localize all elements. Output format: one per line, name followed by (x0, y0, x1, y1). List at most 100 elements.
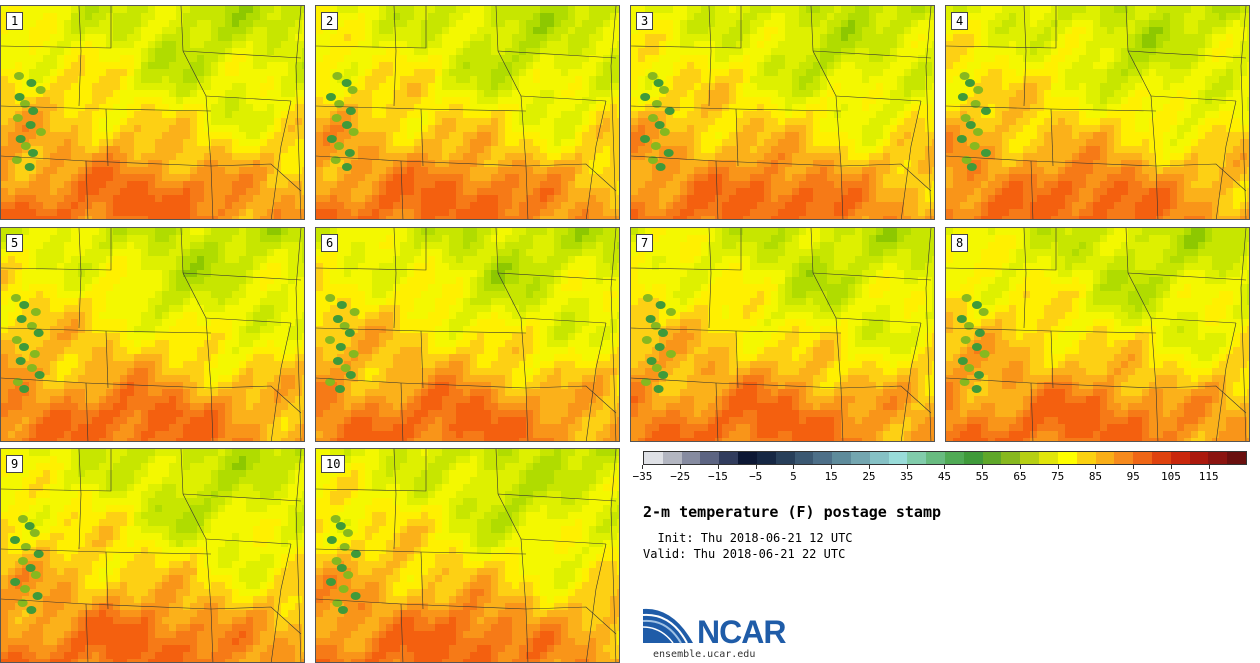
colorbar-swatch (1208, 452, 1228, 464)
panel-number: 3 (636, 12, 654, 30)
temperature-map (1, 228, 304, 441)
colorbar-tick (1133, 465, 1135, 469)
colorbar-tick-label: 15 (824, 470, 838, 483)
colorbar-tick-label: −5 (749, 470, 763, 483)
temperature-map (946, 228, 1249, 441)
colorbar-swatch (1170, 452, 1190, 464)
colorbar-swatch (945, 452, 964, 464)
colorbar (643, 451, 1247, 465)
colorbar-swatch (775, 452, 795, 464)
colorbar-swatch (1001, 452, 1021, 464)
temperature-map (631, 6, 934, 219)
colorbar-tick-label: 35 (900, 470, 914, 483)
panel-number: 6 (321, 234, 339, 252)
colorbar-tick-label: 25 (862, 470, 876, 483)
colorbar-tick (642, 465, 644, 469)
colorbar-tick-label: −15 (708, 470, 728, 483)
colorbar-swatch (1114, 452, 1134, 464)
colorbar-tick-label: 55 (975, 470, 989, 483)
colorbar-tick-label: 75 (1051, 470, 1065, 483)
colorbar-labels: −35 −25 −15 −5 5 15 25 35 45 55 65 75 85 95 105 115 (633, 470, 1247, 484)
panel-number: 7 (636, 234, 654, 252)
map-panel-5: 5 (0, 227, 305, 442)
panel-number: 2 (321, 12, 339, 30)
colorbar-swatch (1076, 452, 1096, 464)
ncar-logo-icon (643, 608, 693, 644)
colorbar-swatch (719, 452, 739, 464)
colorbar-tick (831, 465, 833, 469)
map-panel-8: 8 (945, 227, 1250, 442)
map-panel-4: 4 (945, 5, 1250, 220)
colorbar-tick-label: 95 (1126, 470, 1140, 483)
temperature-map (316, 6, 619, 219)
colorbar-swatch (662, 452, 682, 464)
colorbar-tick-label: 85 (1088, 470, 1103, 483)
map-panel-3: 3 (630, 5, 935, 220)
colorbar-tick-label: 115 (1198, 470, 1219, 483)
logo-text: NCAR (697, 614, 786, 650)
temperature-map (1, 449, 304, 662)
colorbar-swatch (1057, 452, 1077, 464)
colorbar-tick (944, 465, 946, 469)
colorbar-tick (717, 465, 719, 469)
colorbar-tick (1208, 465, 1210, 469)
colorbar-swatch (907, 452, 927, 464)
colorbar-swatch (1095, 452, 1115, 464)
map-panel-9: 9 (0, 448, 305, 663)
valid-time: Valid: Thu 2018-06-21 22 UTC (643, 547, 846, 561)
site-url[interactable]: ensemble.ucar.edu (653, 649, 756, 660)
colorbar-tick (1057, 465, 1059, 469)
colorbar-swatch (926, 452, 945, 464)
panel-number: 10 (321, 455, 346, 473)
colorbar-swatch (1189, 452, 1209, 464)
colorbar-tick (793, 465, 795, 469)
colorbar-tick (1170, 465, 1172, 469)
colorbar-swatch (1151, 452, 1171, 464)
colorbar-tick-label: −35 (632, 470, 653, 483)
colorbar-swatch (738, 452, 757, 464)
colorbar-swatch (681, 452, 701, 464)
temperature-map (1, 6, 304, 219)
colorbar-tick-label: 45 (937, 470, 952, 483)
colorbar-tick (1019, 465, 1021, 469)
colorbar-swatch (1020, 452, 1040, 464)
map-panel-2: 2 (315, 5, 620, 220)
colorbar-tick (680, 465, 682, 469)
colorbar-swatch (794, 452, 814, 464)
colorbar-swatch (813, 452, 833, 464)
colorbar-swatch (756, 452, 776, 464)
colorbar-swatch (963, 452, 983, 464)
colorbar-swatch (869, 452, 889, 464)
colorbar-tick (868, 465, 870, 469)
panel-number: 9 (6, 455, 24, 473)
temperature-map (316, 228, 619, 441)
colorbar-swatch (1133, 452, 1152, 464)
panel-number: 8 (951, 234, 969, 252)
colorbar-swatch (850, 452, 870, 464)
colorbar-tick-label: 105 (1161, 470, 1181, 483)
chart-title: 2-m temperature (F) postage stamp (643, 503, 942, 521)
colorbar-swatch (832, 452, 851, 464)
panel-number: 4 (951, 12, 969, 30)
colorbar-swatch (982, 452, 1002, 464)
colorbar-ticks (642, 465, 1247, 470)
panel-number: 5 (6, 234, 24, 252)
map-panel-6: 6 (315, 227, 620, 442)
colorbar-tick-label: 5 (790, 470, 797, 483)
colorbar-tick (1095, 465, 1097, 469)
colorbar-tick (906, 465, 908, 469)
colorbar-tick-label: −25 (670, 470, 691, 483)
map-panel-1: 1 (0, 5, 305, 220)
colorbar-tick-label: 65 (1013, 470, 1027, 483)
map-panel-10: 10 (315, 448, 620, 663)
colorbar-tick (982, 465, 984, 469)
colorbar-swatch (1039, 452, 1058, 464)
colorbar-swatch (1227, 452, 1246, 464)
temperature-map (316, 449, 619, 662)
colorbar-swatch (888, 452, 908, 464)
temperature-map (631, 228, 934, 441)
map-panel-7: 7 (630, 227, 935, 442)
colorbar-swatch (644, 452, 663, 464)
init-time: Init: Thu 2018-06-21 12 UTC (643, 531, 853, 545)
panel-number: 1 (6, 12, 24, 30)
